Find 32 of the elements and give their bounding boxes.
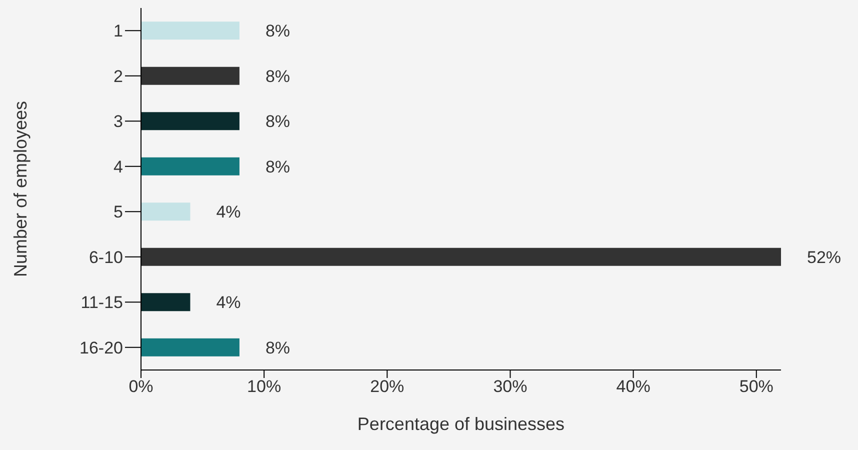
y-tick-label: 3 <box>114 112 123 132</box>
bar <box>141 112 240 130</box>
data-label: 8% <box>265 157 290 176</box>
data-label: 4% <box>216 293 241 312</box>
data-label: 8% <box>265 338 290 358</box>
y-axis-title: Number of employees <box>10 100 30 278</box>
x-tick-label: 30% <box>493 377 528 396</box>
y-tick-label: 5 <box>114 202 123 222</box>
bar <box>141 293 190 312</box>
bar <box>141 157 240 176</box>
bar <box>141 22 240 40</box>
bar <box>141 338 240 356</box>
data-label: 52% <box>807 248 842 267</box>
data-label: 8% <box>265 66 290 86</box>
data-label: 4% <box>216 202 241 222</box>
y-tick-label: 4 <box>114 157 123 176</box>
x-axis-title: Percentage of businesses <box>357 414 565 434</box>
x-tick-label: 40% <box>616 377 650 396</box>
y-tick-label: 11-15 <box>80 293 123 312</box>
x-tick-label: 0% <box>128 377 154 396</box>
y-tick-label: 6-10 <box>88 248 123 267</box>
bar <box>141 66 240 85</box>
x-tick-label: 20% <box>370 377 404 396</box>
y-tick-label: 2 <box>114 66 123 86</box>
y-tick-label: 1 <box>114 22 123 41</box>
x-tick-label: 50% <box>739 377 774 396</box>
bar <box>141 202 190 221</box>
data-label: 8% <box>265 22 290 41</box>
data-label: 8% <box>265 112 290 132</box>
bar <box>141 248 781 266</box>
y-tick-label: 16-20 <box>80 338 123 358</box>
x-tick-label: 10% <box>247 377 282 396</box>
